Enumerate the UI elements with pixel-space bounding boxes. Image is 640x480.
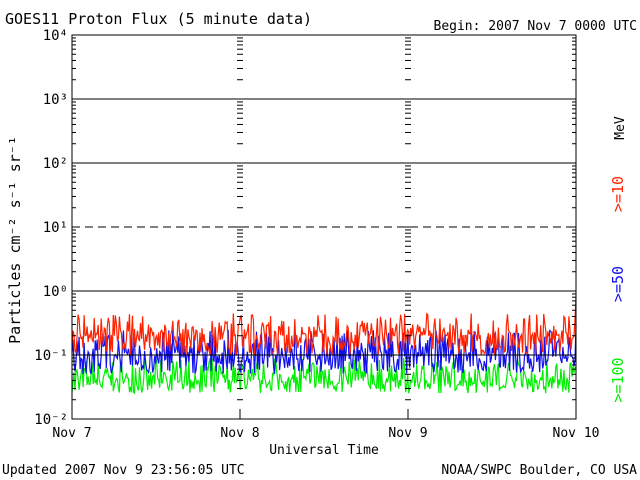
x-axis-label: Universal Time bbox=[269, 443, 379, 458]
x-tick-label-1: Nov 8 bbox=[220, 426, 259, 441]
legend-entry-ge50: >=50 bbox=[609, 266, 627, 302]
legend-unit-label: MeV bbox=[613, 116, 628, 140]
updated-timestamp: Updated 2007 Nov 9 23:56:05 UTC bbox=[2, 463, 245, 478]
x-axis-tick-labels: Nov 7 Nov 8 Nov 9 Nov 10 bbox=[52, 426, 599, 441]
grid-layer bbox=[72, 98, 576, 356]
series-line-0 bbox=[71, 297, 577, 356]
x-tick-label-0: Nov 7 bbox=[52, 426, 91, 441]
y-tick-label-1: 10⁻¹ bbox=[34, 348, 68, 364]
y-axis-tick-labels: 10⁻² 10⁻¹ 10⁰ 10¹ 10² 10³ 10⁴ bbox=[34, 28, 68, 428]
x-tick-label-3: Nov 10 bbox=[553, 426, 600, 441]
y-tick-label-5: 10³ bbox=[43, 92, 68, 108]
legend-entry-ge10: >=10 bbox=[609, 176, 627, 212]
series-line-1 bbox=[71, 324, 577, 375]
y-tick-label-6: 10⁴ bbox=[43, 28, 68, 44]
series-layer bbox=[71, 297, 577, 395]
source-credit: NOAA/SWPC Boulder, CO USA bbox=[441, 463, 637, 478]
begin-time: Begin: 2007 Nov 7 0000 UTC bbox=[434, 19, 638, 34]
y-tick-label-0: 10⁻² bbox=[34, 412, 68, 428]
y-tick-label-2: 10⁰ bbox=[43, 284, 68, 300]
y-tick-label-4: 10² bbox=[43, 156, 68, 172]
y-axis-label: Particles cm⁻² s⁻¹ sr⁻¹ bbox=[6, 136, 24, 344]
chart-title: GOES11 Proton Flux (5 minute data) bbox=[5, 10, 312, 28]
legend-entry-ge100: >=100 bbox=[609, 357, 627, 402]
x-tick-label-2: Nov 9 bbox=[388, 426, 427, 441]
y-tick-label-3: 10¹ bbox=[43, 220, 68, 236]
plot-frame bbox=[71, 34, 577, 420]
